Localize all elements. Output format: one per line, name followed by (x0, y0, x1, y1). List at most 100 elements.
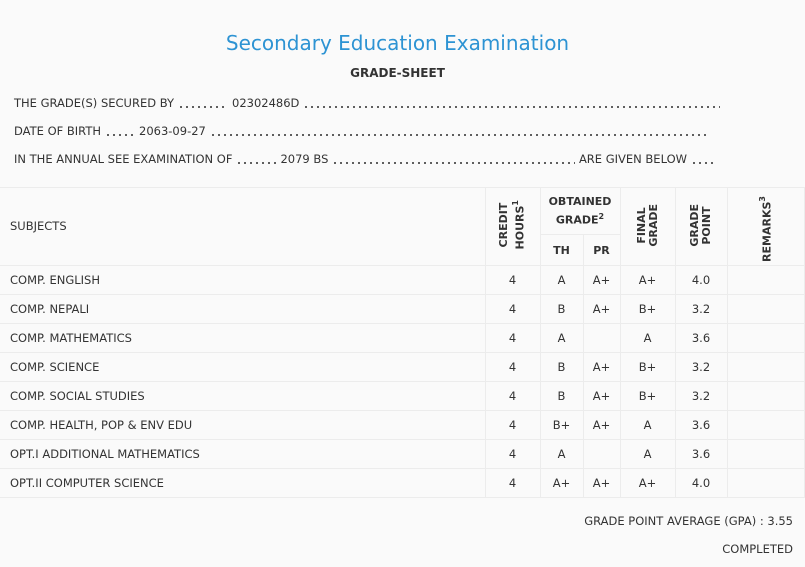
header: OBTAINED GRADE2 (539, 186, 621, 236)
cell: A (619, 322, 676, 353)
cell (582, 438, 621, 469)
row: OPT.I ADDITIONAL MATHEMATICS 4 A A 3.6 (0, 438, 805, 469)
value: 2063-09-27 (139, 124, 206, 138)
cell (582, 322, 621, 353)
header-line: GRADE (555, 214, 599, 228)
header: PR (582, 234, 621, 266)
cell: 4 (484, 467, 541, 498)
cell: B+ (619, 351, 676, 382)
gpa-label: GRADE POINT AVERAGE (GPA) : (584, 514, 764, 528)
info-line: DATE OF BIRTH 2063-09-27 (14, 124, 714, 138)
cell: B+ (619, 380, 676, 411)
header: CREDIT HOURS1 (484, 187, 541, 266)
cell: A+ (619, 467, 676, 498)
cell (726, 264, 805, 295)
subtitle: GRADE-SHEET (350, 66, 445, 80)
cell: A+ (539, 467, 584, 498)
cell: 3.2 (674, 380, 728, 411)
header-line: GRADE (646, 203, 660, 247)
row: COMP. SOCIAL STUDIES 4 B A+ B+ 3.2 (0, 380, 805, 411)
header-line: FINAL (634, 206, 648, 244)
cell: 3.2 (674, 351, 728, 382)
value: 2079 BS (280, 152, 329, 166)
label: IN THE ANNUAL SEE EXAMINATION OF (14, 152, 233, 166)
cell (726, 293, 805, 324)
row: COMP. ENGLISH 4 A A+ A+ 4.0 (0, 264, 805, 295)
gpa: GRADE POINT AVERAGE (GPA) : 3.55 (584, 514, 793, 528)
header: GRADE POINT (674, 187, 728, 266)
cell: A+ (582, 467, 621, 498)
cell: A (619, 438, 676, 469)
cell: 3.6 (674, 438, 728, 469)
row: COMP. NEPALI 4 B A+ B+ 3.2 (0, 293, 805, 324)
cell: COMP. MATHEMATICS (0, 322, 486, 353)
cell: B (539, 351, 584, 382)
cell: A (539, 438, 584, 469)
header: SUBJECTS (0, 187, 486, 266)
header-line: REMARKS (761, 201, 775, 262)
row: COMP. HEALTH, POP & ENV EDU 4 B+ A+ A 3.6 (0, 409, 805, 440)
cell: 4 (484, 351, 541, 382)
cell: 4.0 (674, 264, 728, 295)
cell: B+ (619, 293, 676, 324)
cell: 4 (484, 264, 541, 295)
label: THE GRADE(S) SECURED BY (14, 96, 175, 110)
header: REMARKS3 (726, 187, 805, 266)
header-line: CREDIT (497, 202, 511, 248)
cell: COMP. ENGLISH (0, 264, 486, 295)
cell: 3.6 (674, 409, 728, 440)
value: 02302486D (232, 96, 300, 110)
cell (726, 409, 805, 440)
cell: A+ (582, 380, 621, 411)
footnote: 2 (598, 212, 605, 222)
cell (726, 467, 805, 498)
cell: 3.6 (674, 322, 728, 353)
info-line: THE GRADE(S) SECURED BY 02302486D (14, 96, 724, 110)
cell (726, 351, 805, 382)
cell: COMP. SOCIAL STUDIES (0, 380, 486, 411)
cell: A (619, 409, 676, 440)
cell: A+ (582, 409, 621, 440)
row: OPT.II COMPUTER SCIENCE 4 A+ A+ A+ 4.0 (0, 467, 805, 498)
gpa-value: 3.55 (767, 514, 793, 528)
label: DATE OF BIRTH (14, 124, 102, 138)
cell: A+ (619, 264, 676, 295)
cell: A+ (582, 293, 621, 324)
cell: B (539, 293, 584, 324)
cell: 3.2 (674, 293, 728, 324)
rows: COMP. ENGLISH 4 A A+ A+ 4.0 COMP. NEPALI 4 B A+ B+… (0, 264, 805, 498)
cell: B (539, 380, 584, 411)
cell: 4 (484, 293, 541, 324)
footnote: 3 (758, 196, 768, 202)
cell (726, 438, 805, 469)
vertical-header: FINAL GRADE (634, 203, 660, 247)
cell: A+ (582, 264, 621, 295)
cell: A (539, 264, 584, 295)
header-line: OBTAINED (548, 195, 612, 209)
cell: OPT.I ADDITIONAL MATHEMATICS (0, 438, 486, 469)
vertical-header: REMARKS3 (757, 196, 774, 262)
cell: 4 (484, 322, 541, 353)
cell: A (539, 322, 584, 353)
vertical-header: GRADE POINT (688, 204, 713, 247)
cell: B+ (539, 409, 584, 440)
header: TH (539, 234, 584, 266)
info-line: IN THE ANNUAL SEE EXAMINATION OF 2079 BS… (14, 152, 719, 166)
cell: OPT.II COMPUTER SCIENCE (0, 467, 486, 498)
header: FINAL GRADE (619, 187, 676, 266)
cell: 4.0 (674, 467, 728, 498)
cell: COMP. SCIENCE (0, 351, 486, 382)
row: COMP. SCIENCE 4 B A+ B+ 3.2 (0, 351, 805, 382)
cell: 4 (484, 380, 541, 411)
status: COMPLETED (722, 542, 793, 556)
cell (726, 380, 805, 411)
title: Secondary Education Examination (225, 31, 570, 55)
cell: COMP. HEALTH, POP & ENV EDU (0, 409, 486, 440)
header-line: POINT (700, 205, 713, 245)
header-line: HOURS (513, 205, 527, 250)
cell: A+ (582, 351, 621, 382)
footnote: 1 (511, 200, 521, 206)
tail: ARE GIVEN BELOW (578, 152, 687, 166)
grade-table: SUBJECTS CREDIT HOURS1 OBTAINED GRADE2 FIN… (0, 186, 805, 498)
vertical-header: CREDIT HOURS1 (497, 200, 527, 250)
